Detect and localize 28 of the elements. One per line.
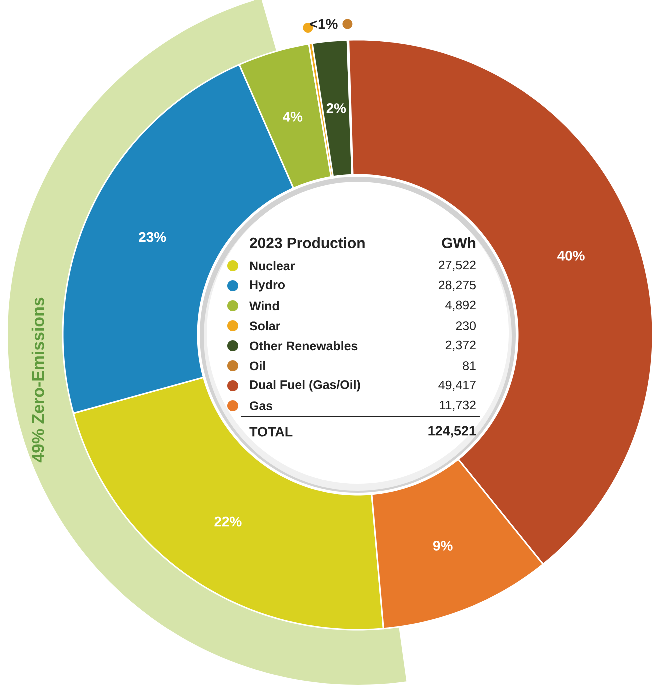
data-label: 2,372 xyxy=(446,340,476,352)
text: 23% xyxy=(139,232,166,242)
legend-label: Hydro xyxy=(250,280,286,292)
legend-label: Gas xyxy=(250,402,273,410)
data-label: 27,522 xyxy=(439,260,476,272)
text: 9% xyxy=(434,541,453,551)
data-label: 81 xyxy=(463,362,476,370)
data-label: 49,417 xyxy=(438,380,476,392)
text: TOTAL xyxy=(250,427,293,437)
legend-label: Oil xyxy=(250,361,266,371)
legend-label: Solar xyxy=(250,321,280,331)
text: 49% Zero-Emissions xyxy=(32,298,44,463)
data-label: 11,732 xyxy=(440,400,476,412)
text: 2% xyxy=(326,104,346,114)
text: GWh xyxy=(442,238,476,248)
legend-label: Wind xyxy=(250,301,280,311)
legend-label: Other Renewables xyxy=(250,341,358,351)
data-label: 28,275 xyxy=(439,280,476,292)
legend-title: 2023 Production xyxy=(250,238,365,248)
text: 22% xyxy=(214,516,242,527)
legend-label: Nuclear xyxy=(250,261,296,271)
text: 124,521 xyxy=(428,426,476,438)
text: 40% xyxy=(558,250,585,261)
data-label: 4,892 xyxy=(446,300,476,312)
legend-label: Dual Fuel (Gas/Oil) xyxy=(250,380,360,392)
text: 4% xyxy=(283,112,303,122)
text: <1% xyxy=(310,19,338,30)
data-label: 230 xyxy=(456,322,476,330)
